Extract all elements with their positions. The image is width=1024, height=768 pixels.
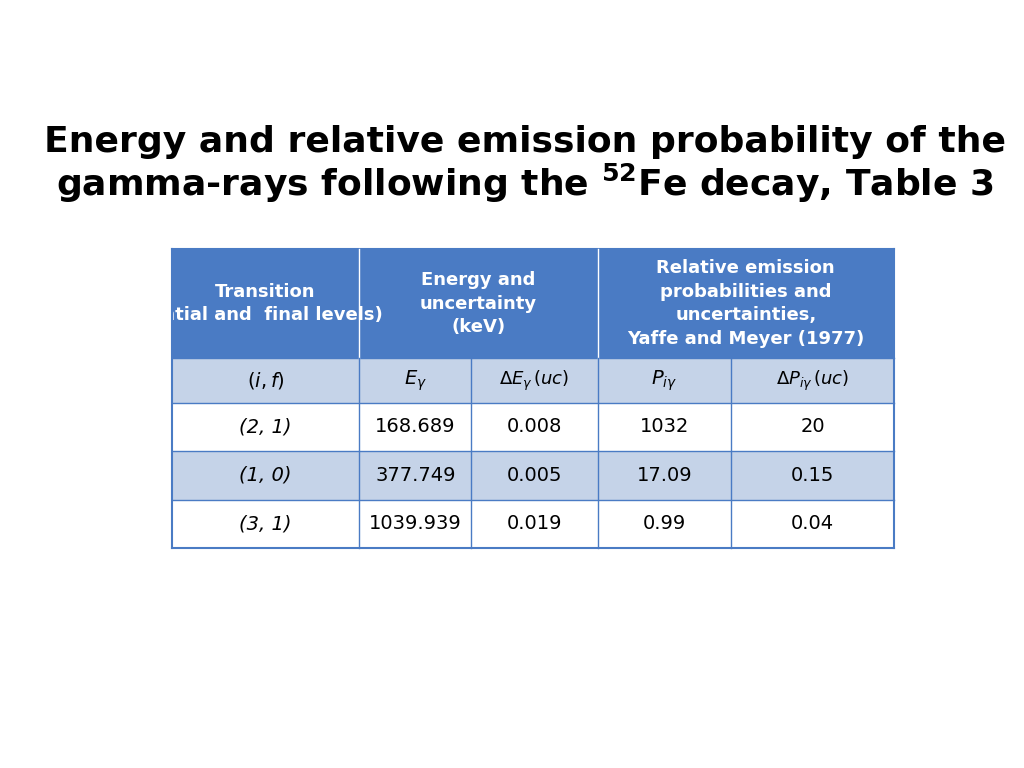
Bar: [731, 500, 894, 548]
Bar: [172, 451, 359, 500]
Bar: [598, 500, 731, 548]
Text: 0.008: 0.008: [507, 417, 562, 436]
Text: $P_{i\gamma}$: $P_{i\gamma}$: [651, 368, 678, 392]
Bar: [172, 500, 359, 548]
Text: Energy and
uncertainty
(keV): Energy and uncertainty (keV): [420, 271, 538, 336]
Text: 377.749: 377.749: [375, 466, 456, 485]
Bar: [471, 500, 598, 548]
Bar: [598, 249, 894, 358]
Text: 0.15: 0.15: [791, 466, 835, 485]
Text: 20: 20: [801, 417, 825, 436]
Text: $E_{\gamma}$: $E_{\gamma}$: [403, 368, 427, 392]
Bar: [359, 358, 471, 402]
Bar: [731, 451, 894, 500]
Text: 0.005: 0.005: [507, 466, 562, 485]
Bar: [731, 402, 894, 451]
Bar: [172, 358, 359, 402]
Text: Relative emission
probabilities and
uncertainties,
Yaffe and Meyer (1977): Relative emission probabilities and unce…: [627, 259, 864, 348]
Bar: [471, 451, 598, 500]
Text: (1, 0): (1, 0): [240, 466, 292, 485]
Bar: [471, 402, 598, 451]
Bar: [471, 358, 598, 402]
Text: 168.689: 168.689: [375, 417, 456, 436]
Text: 0.04: 0.04: [791, 515, 835, 533]
Text: (2, 1): (2, 1): [240, 417, 292, 436]
Text: Transition
(intial and  final levels): Transition (intial and final levels): [148, 283, 383, 324]
Bar: [172, 402, 359, 451]
Text: $\Delta E_{\gamma}\,(uc)$: $\Delta E_{\gamma}\,(uc)$: [500, 369, 569, 392]
Bar: [359, 451, 471, 500]
Text: 0.99: 0.99: [643, 515, 686, 533]
Bar: [598, 358, 731, 402]
Text: gamma-rays following the $^{\mathbf{52}}$Fe decay, Table 3: gamma-rays following the $^{\mathbf{52}}…: [56, 162, 993, 205]
Bar: [598, 402, 731, 451]
Bar: [598, 451, 731, 500]
Text: $\Delta P_{i\gamma}\,(uc)$: $\Delta P_{i\gamma}\,(uc)$: [776, 369, 849, 392]
Bar: [359, 402, 471, 451]
Text: Energy and relative emission probability of the: Energy and relative emission probability…: [44, 125, 1006, 160]
Bar: [172, 249, 359, 358]
Bar: [359, 249, 598, 358]
Bar: [731, 358, 894, 402]
Bar: [359, 500, 471, 548]
Text: 0.019: 0.019: [507, 515, 562, 533]
Text: 17.09: 17.09: [637, 466, 692, 485]
Text: (3, 1): (3, 1): [240, 515, 292, 533]
Text: 1032: 1032: [640, 417, 689, 436]
Text: 1039.939: 1039.939: [369, 515, 462, 533]
Text: $(i,f)$: $(i,f)$: [247, 370, 285, 391]
